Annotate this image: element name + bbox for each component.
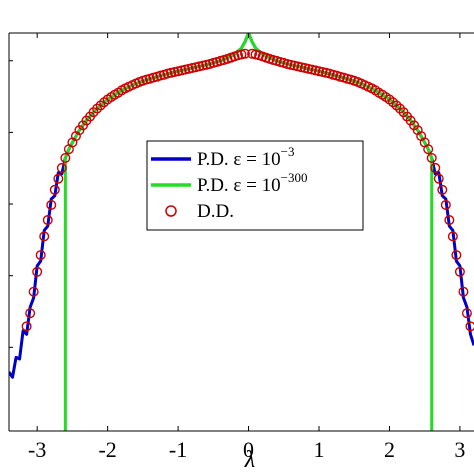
dd-marker [437, 184, 448, 195]
series-layer [9, 33, 474, 431]
legend-swatch-circle [165, 205, 177, 217]
x-axis-label: λ [244, 447, 255, 473]
legend-label: P.D. ε = 10−3 [197, 144, 294, 170]
legend-label: P.D. ε = 10−300 [197, 170, 307, 196]
dd-marker [240, 48, 251, 59]
dd-marker [39, 231, 50, 242]
dd-marker [461, 308, 472, 319]
legend-label: D.D. [197, 201, 234, 222]
x-tick-label: -2 [98, 437, 116, 462]
dd-marker [56, 162, 67, 173]
legend: P.D. ε = 10−3P.D. ε = 10−300 D.D. [146, 140, 364, 231]
dd-marker [451, 250, 462, 261]
dd-marker [444, 215, 455, 226]
dd-marker [433, 173, 444, 184]
dd-marker [21, 321, 32, 332]
plot-area [9, 33, 474, 431]
axes-layer [8, 32, 474, 432]
dd-marker [447, 231, 458, 242]
x-tick-label: -1 [169, 437, 187, 462]
dd-marker [430, 162, 441, 173]
dd-marker [60, 152, 71, 163]
dd-marker [465, 321, 474, 332]
dd-marker [426, 152, 437, 163]
dd-marker [423, 144, 434, 155]
dd-marker [440, 199, 451, 210]
x-tick-label: 2 [384, 437, 395, 462]
dd-marker [46, 199, 57, 210]
x-tick-label: 0 [243, 437, 254, 462]
dd-marker [35, 250, 46, 261]
dd-marker [28, 286, 39, 297]
dd-marker [53, 173, 64, 184]
dd-marker [454, 266, 465, 277]
series-line-pd-eps-1e-300 [63, 33, 434, 431]
dd-marker [32, 266, 43, 277]
dd-marker [42, 215, 53, 226]
dd-marker [458, 286, 469, 297]
x-tick-label: 3 [454, 437, 465, 462]
marker-layer [21, 48, 474, 332]
dd-marker [49, 184, 60, 195]
dd-marker [25, 308, 36, 319]
x-tick-label: 1 [314, 437, 325, 462]
x-tick-layer: -3 -2 -1 0 1 2 3 [28, 33, 465, 462]
x-tick-label: -3 [28, 437, 46, 462]
